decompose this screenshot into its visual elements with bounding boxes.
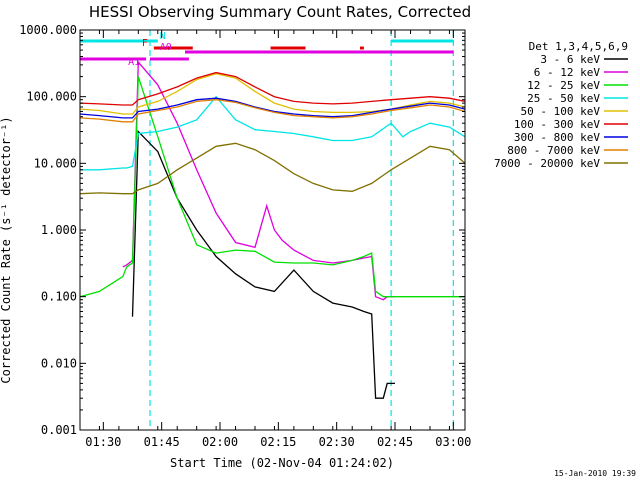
y-tick-label: 0.010 [41, 356, 77, 370]
x-tick-label: 02:45 [377, 435, 413, 449]
plot-area: N FA1 A0 [79, 30, 466, 430]
y-tick-label: 0.001 [41, 423, 77, 437]
flag-label: A0 [160, 42, 172, 53]
chart-title: HESSI Observing Summary Count Rates, Cor… [89, 3, 471, 21]
legend-label: 800 - 7000 keV [507, 144, 600, 157]
legend-label: 3 - 6 keV [540, 53, 600, 66]
legend-label: 6 - 12 keV [534, 66, 601, 79]
series-line [79, 142, 466, 195]
y-tick-label: 1.000 [41, 223, 77, 237]
x-tick-label: 02:15 [260, 435, 296, 449]
legend-label: 100 - 300 keV [514, 118, 600, 131]
footer-date: 15-Jan-2010 19:39 [554, 469, 636, 478]
legend-title: Det 1,3,4,5,6,9 [529, 40, 628, 53]
series-line [79, 76, 465, 298]
y-axis-label: Corrected Count Rate (s⁻¹ detector⁻¹) [0, 116, 13, 383]
x-tick-label: 03:00 [435, 435, 471, 449]
flag-label: A1 [128, 57, 140, 68]
legend-label: 50 - 100 keV [521, 105, 601, 118]
flag-label: F [142, 38, 148, 49]
series-line [79, 97, 466, 119]
x-tick-label: 02:00 [202, 435, 238, 449]
axes: 1000.000 100.000 10.000 1.000 0.100 0.010 0.00… [19, 23, 471, 449]
series-line [79, 99, 466, 123]
y-tick-label: 10.000 [34, 156, 77, 170]
y-tick-label: 100.000 [26, 90, 77, 104]
series-line [79, 71, 466, 106]
series-line [80, 95, 466, 171]
y-tick-label: 0.100 [41, 290, 77, 304]
x-tick-label: 02:30 [319, 435, 355, 449]
legend-label: 12 - 25 keV [527, 79, 600, 92]
y-tick-label: 1000.000 [19, 23, 77, 37]
x-tick-label: 01:30 [85, 435, 121, 449]
x-axis-label: Start Time (02-Nov-04 01:24:02) [170, 456, 394, 470]
x-tick-label: 01:45 [144, 435, 180, 449]
flag-label: N [160, 31, 166, 42]
series-line [131, 129, 395, 399]
legend-label: 300 - 800 keV [514, 131, 600, 144]
legend-label: 7000 - 20000 keV [494, 157, 600, 170]
legend-label: 25 - 50 keV [527, 92, 600, 105]
